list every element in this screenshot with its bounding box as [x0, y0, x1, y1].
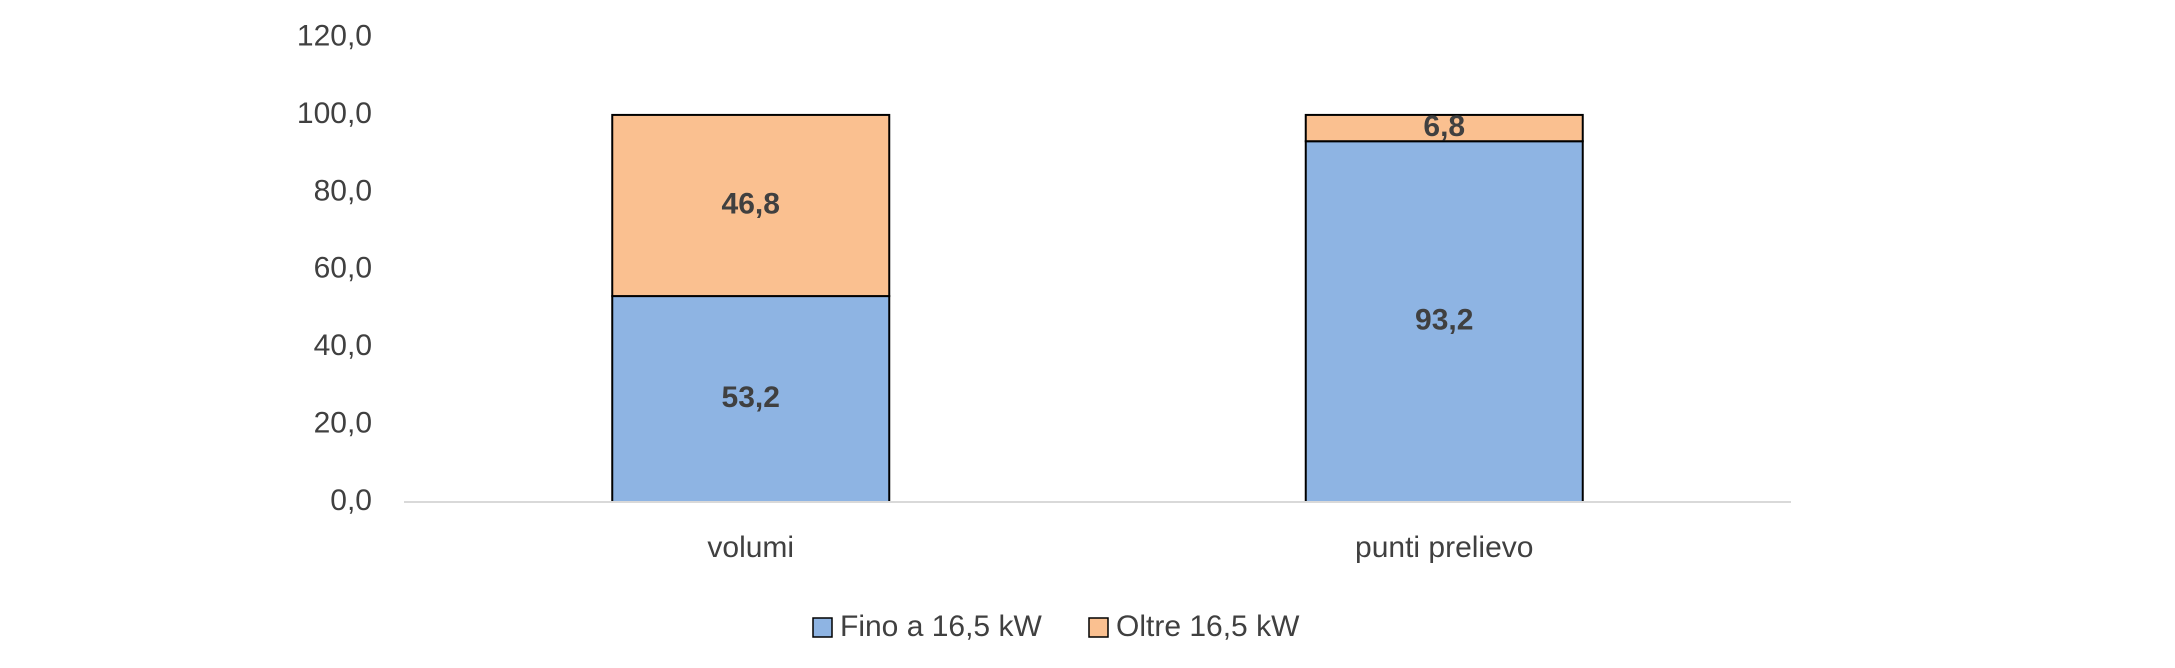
y-tick-label: 20,0: [314, 407, 372, 440]
legend-swatch: [812, 617, 833, 638]
x-tick-label: punti prelievo: [1355, 531, 1533, 564]
y-tick-label: 40,0: [314, 329, 372, 362]
legend-swatch: [1088, 617, 1109, 638]
y-tick-label: 60,0: [314, 252, 372, 285]
bar-segment: [611, 113, 891, 298]
data-label: 53,2: [722, 381, 780, 414]
data-label: 46,8: [722, 187, 780, 220]
legend-label: Oltre 16,5 kW: [1116, 610, 1300, 643]
data-label: 93,2: [1415, 304, 1473, 337]
bar-segment: [1304, 113, 1584, 143]
x-tick-label: volumi: [707, 531, 794, 564]
y-tick-label: 0,0: [330, 484, 372, 517]
y-tick-label: 120,0: [297, 19, 372, 52]
y-tick-label: 100,0: [297, 97, 372, 130]
legend-label: Fino a 16,5 kW: [840, 610, 1042, 643]
bar-segment: [611, 295, 891, 503]
y-tick-label: 80,0: [314, 174, 372, 207]
data-label: 6,8: [1423, 110, 1465, 143]
